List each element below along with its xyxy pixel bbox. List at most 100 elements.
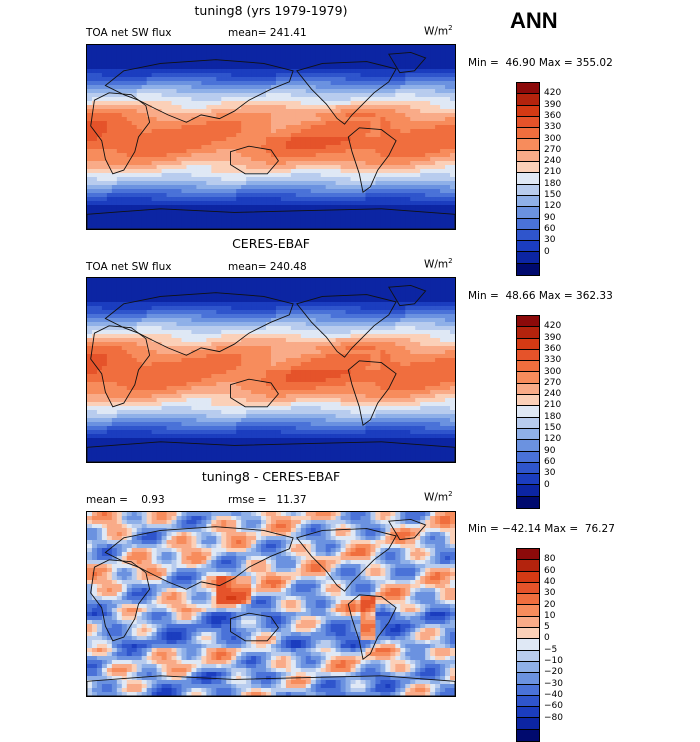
colorbar-tick-label: 180 [544, 179, 561, 189]
panel-1-map [86, 44, 456, 230]
colorbar-swatches [516, 548, 540, 742]
colorbar-swatch [517, 418, 539, 429]
colorbar-tick-label: 20 [544, 600, 555, 610]
colorbar-tick-label: 300 [544, 134, 561, 144]
panel-2-units: W/m2 [424, 257, 453, 271]
colorbar-swatch [517, 83, 539, 94]
colorbar-tick-label: −30 [544, 679, 563, 689]
colorbar-swatch [517, 452, 539, 463]
colorbar-swatch [517, 583, 539, 594]
colorbar-tick-label: 390 [544, 333, 561, 343]
colorbar-swatch [517, 485, 539, 496]
colorbar-swatch [517, 316, 539, 327]
colorbar-tick-label: 420 [544, 321, 561, 331]
panel-2-map [86, 277, 456, 463]
colorbar-swatch [517, 106, 539, 117]
colorbar-tick-label: 360 [544, 344, 561, 354]
colorbar-tick-label: −40 [544, 690, 563, 700]
colorbar-swatches [516, 315, 540, 509]
colorbar-tick-label: 150 [544, 423, 561, 433]
colorbar-swatch [517, 151, 539, 162]
colorbar-tick-label: −5 [544, 645, 557, 655]
colorbar-tick-label: 30 [544, 588, 555, 598]
colorbar-tick-label: 150 [544, 190, 561, 200]
colorbar-swatch [517, 730, 539, 741]
colorbar-tick-label: 330 [544, 122, 561, 132]
colorbar-tick-label: 0 [544, 247, 550, 257]
colorbar-swatch [517, 497, 539, 508]
colorbar-swatch [517, 196, 539, 207]
colorbar-tick-label: 0 [544, 480, 550, 490]
colorbar-swatch [517, 395, 539, 406]
colorbar-swatch [517, 241, 539, 252]
colorbar-tick-label: 330 [544, 355, 561, 365]
colorbar-swatch [517, 463, 539, 474]
colorbar-tick-label: 240 [544, 389, 561, 399]
colorbar-swatch [517, 361, 539, 372]
colorbar-swatch [517, 651, 539, 662]
colorbar-tick-label: 120 [544, 434, 561, 444]
colorbar-swatch [517, 128, 539, 139]
colorbar-tick-label: 60 [544, 224, 555, 234]
colorbar-swatch [517, 429, 539, 440]
colorbar-swatch [517, 264, 539, 275]
panel-3-minmax: Min = −42.14 Max = 76.27 [468, 523, 615, 535]
colorbar-tick-label: 40 [544, 577, 555, 587]
colorbar-swatch [517, 685, 539, 696]
panel-3-title: tuning8 - CERES-EBAF [86, 469, 456, 484]
panel-3-left-label: mean = 0.93 [86, 494, 165, 506]
colorbar-swatch [517, 207, 539, 218]
colorbar-swatch [517, 94, 539, 105]
colorbar-tick-label: 30 [544, 235, 555, 245]
colorbar-tick-label: 300 [544, 367, 561, 377]
colorbar-swatch [517, 628, 539, 639]
colorbar-tick-label: −80 [544, 713, 563, 723]
map-field [87, 512, 455, 696]
colorbar-swatch [517, 572, 539, 583]
colorbar-swatch [517, 696, 539, 707]
colorbar-tick-label: −60 [544, 701, 563, 711]
colorbar-tick-label: 210 [544, 400, 561, 410]
panel-2-title: CERES-EBAF [86, 236, 456, 251]
colorbar-tick-label: 5 [544, 622, 550, 632]
colorbar-tick-label: 390 [544, 100, 561, 110]
colorbar-swatch [517, 549, 539, 560]
colorbar-swatch [517, 173, 539, 184]
colorbar-tick-label: 360 [544, 111, 561, 121]
panel-3-center-label: rmse = 11.37 [228, 494, 307, 506]
colorbar-swatch [517, 384, 539, 395]
colorbar-tick-label: 80 [544, 554, 555, 564]
colorbar-tick-label: 60 [544, 457, 555, 467]
colorbar-swatch [517, 707, 539, 718]
panel-3-map [86, 511, 456, 697]
colorbar-swatch [517, 474, 539, 485]
panel-2-left-label: TOA net SW flux [86, 261, 171, 273]
panel-1-minmax: Min = 46.90 Max = 355.02 [468, 57, 613, 69]
colorbar-swatch [517, 350, 539, 361]
panel-1-title: tuning8 (yrs 1979-1979) [86, 3, 456, 18]
panel-2-center-label: mean= 240.48 [228, 261, 307, 273]
colorbar-swatch [517, 594, 539, 605]
colorbar-swatch [517, 639, 539, 650]
colorbar-swatch [517, 339, 539, 350]
colorbar-tick-label: 90 [544, 213, 555, 223]
colorbar-tick-label: −10 [544, 656, 563, 666]
colorbar-swatch [517, 230, 539, 241]
colorbar-tick-label: 0 [544, 633, 550, 643]
colorbar-swatches [516, 82, 540, 276]
colorbar-swatch [517, 617, 539, 628]
season-label: ANN [510, 8, 558, 34]
colorbar-tick-label: 270 [544, 145, 561, 155]
panel-2-minmax: Min = 48.66 Max = 362.33 [468, 290, 613, 302]
colorbar-swatch [517, 406, 539, 417]
colorbar-swatch [517, 162, 539, 173]
colorbar-swatch [517, 440, 539, 451]
panel-1-left-label: TOA net SW flux [86, 27, 171, 39]
colorbar-tick-label: 90 [544, 446, 555, 456]
map-field [87, 45, 455, 229]
colorbar-tick-label: 60 [544, 566, 555, 576]
colorbar-swatch [517, 139, 539, 150]
colorbar-tick-label: 120 [544, 201, 561, 211]
